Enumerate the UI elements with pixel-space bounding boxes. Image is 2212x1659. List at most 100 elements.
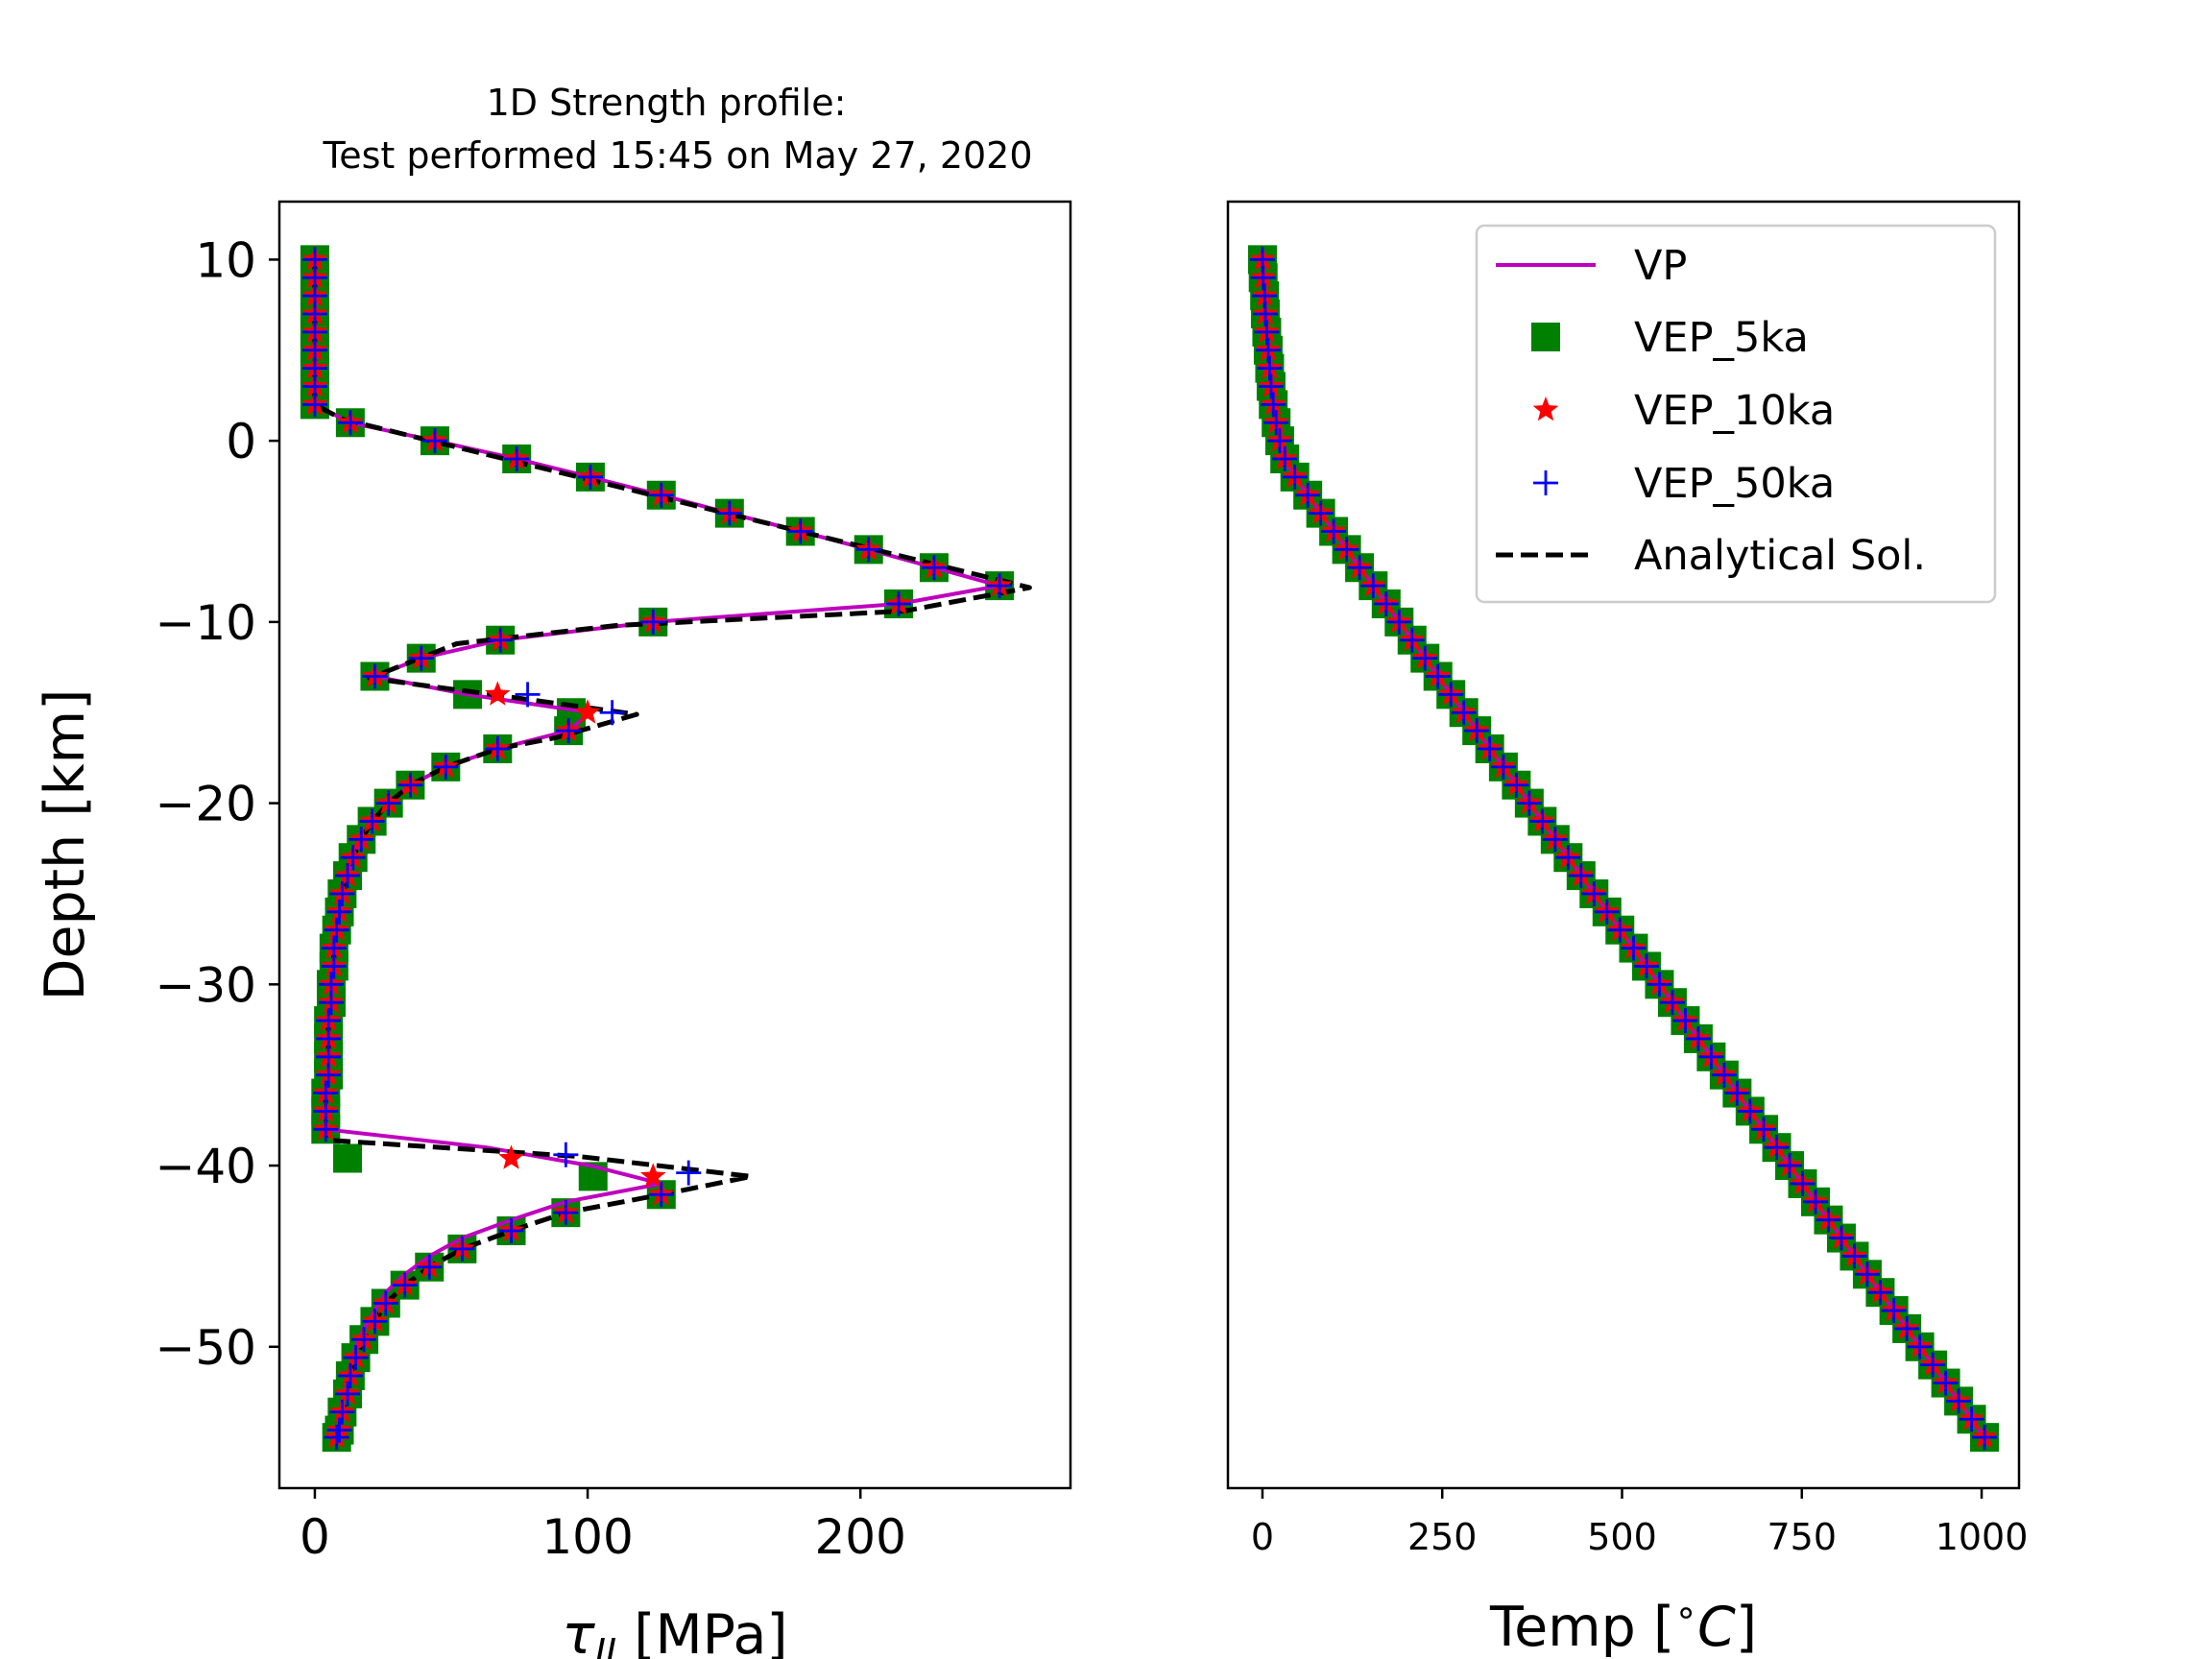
data-point-vep-50ka [1266,428,1292,454]
data-point-vep-50ka [1272,446,1298,471]
data-point-vep-50ka [1412,645,1438,671]
data-point-vep-50ka [1477,735,1503,761]
legend-label-vp: VP [1634,242,1687,290]
data-point-vep-50ka [885,590,911,616]
data-point-vep-50ka [1555,845,1581,871]
data-point-vep-50ka [1451,700,1477,726]
data-point-vep-50ka [1607,917,1633,943]
data-point-vep-50ka [1464,718,1490,744]
data-point-vep-50ka [1894,1315,1920,1341]
legend-entry-vep-5ka: VEP_5ka [1531,314,1809,362]
data-point-vep-50ka [1959,1407,1984,1432]
legend-swatch-vep-50ka [1533,470,1558,495]
data-point-vep-50ka [1777,1153,1803,1179]
data-point-vep-50ka [553,1200,579,1226]
y-axis-label-depth: Depth [km] [34,689,97,1001]
data-point-vep-50ka [1321,518,1347,544]
data-point-vep-5ka [333,1143,363,1173]
chart-title-line-2: Test performed 15:45 on May 27, 2020 [322,134,1032,177]
data-point-vep-50ka [329,880,355,906]
data-point-vep-50ka [1250,265,1276,291]
data-point-vep-50ka [335,863,361,889]
strength-series-layer [300,245,1032,1453]
data-point-vep-50ka [787,518,813,544]
data-point-vep-50ka [335,1381,361,1407]
data-point-vep-50ka [408,645,434,671]
data-point-vep-50ka [1621,935,1647,961]
data-point-vep-50ka [716,500,742,526]
data-point-vep-50ka [313,1117,339,1142]
data-point-vep-50ka [1633,953,1659,979]
data-point-vep-50ka [1425,663,1451,689]
data-point-vep-50ka [329,1399,355,1425]
data-point-vep-50ka [1503,772,1529,798]
legend-entry-vep-10ka: VEP_10ka [1532,387,1835,435]
data-point-vep-50ka [1946,1388,1972,1414]
legend-box [1475,224,1997,604]
data-point-vep-50ka [359,808,385,834]
temperature-profile-panel: 0 250 500 750 1000 Temp [∘C] VP VEP_5ka VEP_10… [1226,200,2029,1659]
legend-label-analytical-sol: Analytical Sol. [1634,532,1926,580]
data-point-vep-50ka [1920,1352,1946,1378]
data-point-vep-50ka [1295,482,1321,508]
data-point-vep-50ka [1252,301,1278,327]
temperature-axis-ticks: 0 250 500 750 1000 [1251,1488,2029,1558]
data-point-vep-50ka [553,1142,579,1167]
data-point-vep-50ka [337,1362,363,1388]
y-tick-label: −30 [155,957,256,1013]
series-line-vp [312,259,1002,1438]
data-point-vep-10ka [640,1163,666,1188]
data-point-vep-50ka [417,1254,443,1280]
data-point-vep-50ka [1841,1243,1867,1269]
data-point-vep-50ka [316,1062,342,1088]
data-point-vep-50ka [1907,1334,1933,1359]
x-tick-label: 250 [1407,1516,1478,1558]
data-point-vep-50ka [1438,682,1464,708]
data-point-vep-50ka [1334,537,1359,563]
data-point-vep-50ka [599,700,625,726]
data-point-vep-50ka [321,953,347,979]
x-tick-label: 500 [1587,1516,1657,1558]
legend-swatch-vep-5ka [1531,323,1560,351]
legend-label-vep-10ka: VEP_10ka [1634,387,1835,435]
data-point-vep-50ka [1255,337,1281,363]
data-point-vep-50ka [515,682,541,708]
data-point-vep-50ka [362,1309,388,1334]
data-point-vep-50ka [1347,555,1373,581]
data-point-vep-50ka [1568,863,1594,889]
data-point-vep-50ka [351,1327,377,1353]
data-point-vep-10ka [498,1144,524,1169]
data-point-vep-50ka [433,754,459,780]
strength-axis-ticks: 100−10−20−30−40−500 100 200 [155,232,905,1565]
data-point-vep-50ka [1360,573,1386,599]
data-point-vep-50ka [340,845,366,871]
data-point-vep-50ka [392,1272,418,1298]
data-point-vep-50ka [1490,754,1516,780]
data-point-vep-50ka [1685,1025,1711,1051]
data-point-vep-50ka [1516,790,1542,816]
data-point-vep-50ka [1815,1207,1841,1233]
data-point-vep-50ka [397,772,423,798]
data-point-vep-50ka [556,718,582,744]
chart-title-line-1: 1D Strength profile: [487,82,847,124]
data-point-vep-50ka [362,663,388,689]
data-point-vep-50ka [987,573,1013,599]
data-point-vep-50ka [577,464,603,490]
data-point-vep-50ka [337,410,363,436]
x-tick-label: 100 [541,1509,633,1565]
data-point-vep-10ka [574,699,601,724]
data-point-vep-50ka [1529,808,1555,834]
data-point-vep-50ka [1972,1425,1998,1451]
legend-entry-vp: VP [1496,242,1687,290]
x-tick-label: 1000 [1936,1516,2029,1558]
data-point-vep-50ka [485,735,511,761]
data-point-vep-50ka [504,446,530,471]
temperature-axes-frame [1226,200,2021,1490]
x-tick-label: 750 [1767,1516,1838,1558]
x-tick-label: 200 [814,1509,905,1565]
data-point-vep-50ka [1828,1225,1854,1251]
data-point-vep-50ka [1659,990,1685,1016]
data-point-vep-50ka [373,1290,398,1316]
data-point-vep-50ka [1698,1044,1724,1070]
legend-entry-vep-50ka: VEP_50ka [1533,460,1835,508]
